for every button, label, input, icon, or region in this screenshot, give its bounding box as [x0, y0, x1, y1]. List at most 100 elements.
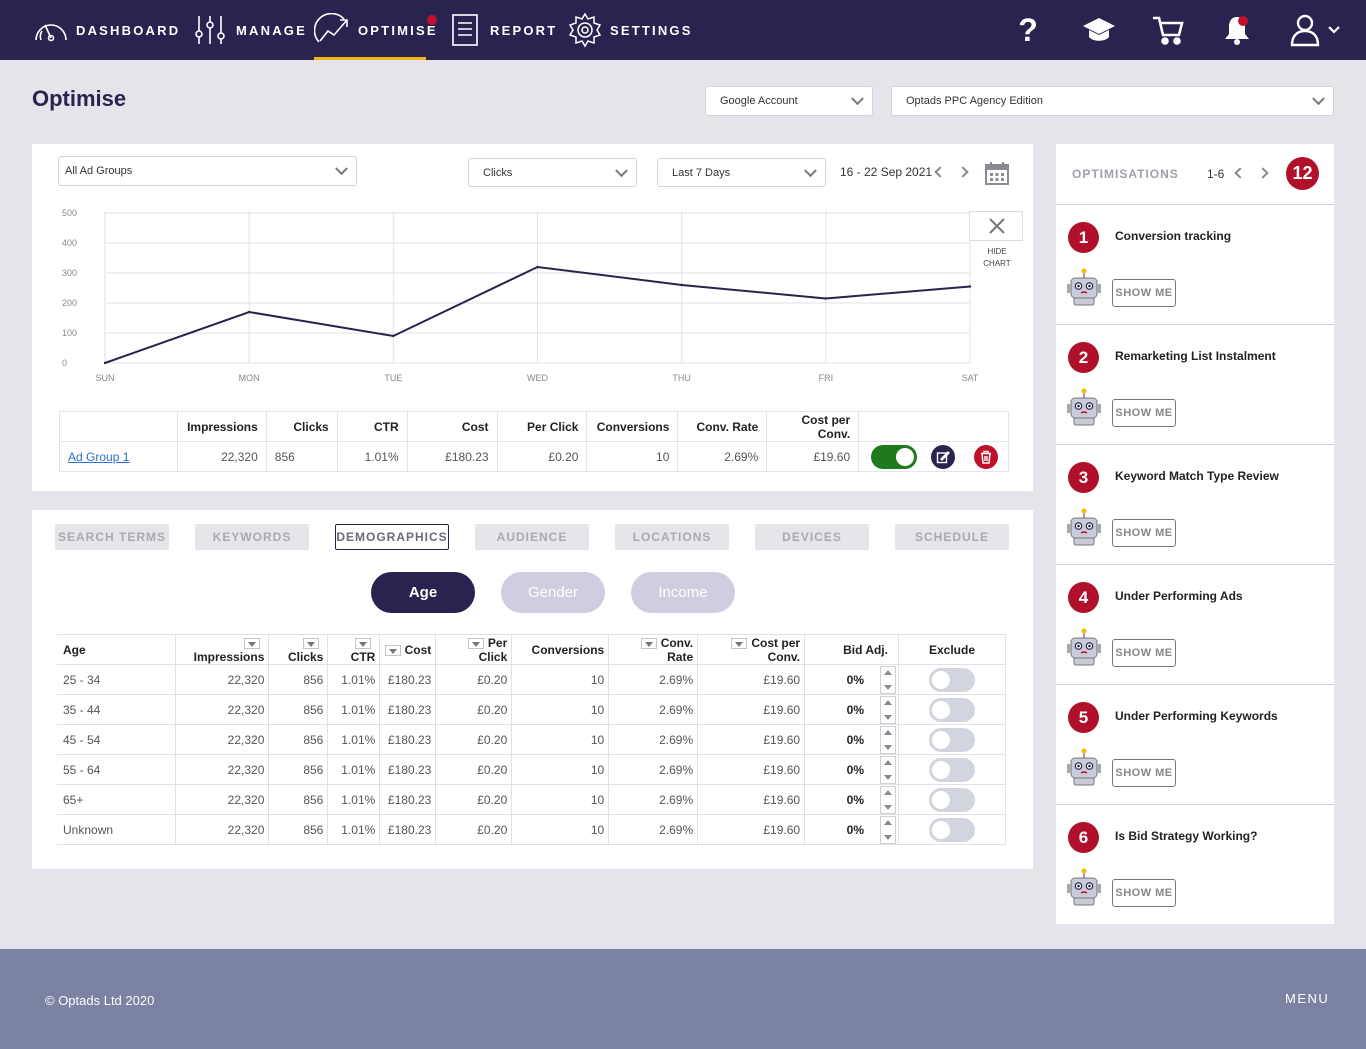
bid-stepper[interactable] [879, 666, 896, 694]
page-title: Optimise [32, 86, 127, 111]
user-menu[interactable] [1285, 0, 1345, 60]
filter-dropdown-icon[interactable] [731, 637, 748, 649]
bid-stepper[interactable] [879, 756, 896, 784]
period-select[interactable]: Last 7 Days [657, 158, 826, 187]
top-nav: DASHBOARD MANAGE OPTIMISE REPORT SETTING… [0, 0, 1366, 60]
edit-button[interactable] [930, 444, 955, 469]
chevron-down-icon [335, 162, 348, 176]
exclude-toggle[interactable] [928, 757, 975, 782]
tab-keywords[interactable]: KEYWORDS [195, 524, 309, 550]
table-row: Unknown 22,320 856 1.01% £180.23 £0.20 10 2.69%… [57, 814, 1007, 845]
data-point [392, 334, 395, 338]
bid-stepper[interactable] [879, 816, 896, 844]
metric-select[interactable]: Clicks [468, 158, 637, 187]
filter-dropdown-icon[interactable] [467, 637, 484, 649]
show-me-button[interactable]: SHOW ME [1112, 639, 1176, 667]
cart-icon [1153, 16, 1184, 45]
notifications-button[interactable] [1218, 0, 1256, 60]
bid-stepper[interactable] [879, 786, 896, 814]
bid-adjustment[interactable]: 0% [804, 724, 899, 755]
tab-schedule[interactable]: SCHEDULE [895, 524, 1009, 550]
robot-icon [1067, 388, 1101, 426]
optimisation-title: Under Performing Ads [1115, 589, 1243, 603]
nav-dashboard[interactable]: DASHBOARD [32, 0, 180, 60]
bid-adjustment[interactable]: 0% [804, 814, 899, 845]
bid-adjustment[interactable]: 0% [804, 664, 899, 695]
data-point [680, 283, 683, 287]
bid-adjustment[interactable]: 0% [804, 784, 899, 815]
optimisation-number: 5 [1068, 702, 1099, 733]
filter-dropdown-icon[interactable] [355, 637, 372, 649]
notification-dot [1238, 16, 1248, 26]
subtab-gender[interactable]: Gender [501, 572, 605, 613]
bid-adjustment[interactable]: 0% [804, 754, 899, 785]
filter-dropdown-icon[interactable] [640, 637, 657, 649]
summary-table: Impressions Clicks CTR Cost Per Click Co… [59, 411, 1009, 472]
optimisation-title: Remarketing List Instalment [1115, 349, 1276, 363]
demographics-table: Age Impressions Clicks CTR Cost Per Clic… [57, 634, 1007, 845]
table-row: Ad Group 1 22,320 856 1.01% £180.23 £0.2… [59, 441, 1009, 472]
bid-stepper[interactable] [879, 696, 896, 724]
gauge-icon [32, 12, 70, 48]
ad-group-select[interactable]: All Ad Groups [58, 156, 357, 186]
subtab-income[interactable]: Income [631, 572, 735, 613]
optimisation-title: Conversion tracking [1115, 229, 1232, 243]
user-icon [1290, 14, 1320, 47]
x-tick-label: MON [239, 373, 260, 383]
show-me-button[interactable]: SHOW ME [1112, 399, 1176, 427]
optimisation-title: Keyword Match Type Review [1115, 469, 1279, 483]
optimisations-count-badge: 12 [1286, 157, 1319, 190]
exclude-cell [898, 784, 1007, 815]
x-tick-label: FRI [819, 373, 834, 383]
filter-dropdown-icon[interactable] [244, 637, 261, 649]
tab-demographics[interactable]: DEMOGRAPHICS [335, 524, 449, 550]
y-tick-label: 0 [62, 358, 67, 368]
cart-button[interactable] [1148, 0, 1188, 60]
optimisation-item: 2 Remarketing List Instalment SHOW ME [1056, 324, 1334, 444]
exclude-toggle[interactable] [928, 727, 975, 752]
tab-devices[interactable]: DEVICES [755, 524, 869, 550]
show-me-button[interactable]: SHOW ME [1112, 879, 1176, 907]
row-actions [858, 441, 1009, 472]
exclude-toggle[interactable] [928, 697, 975, 722]
exclude-toggle[interactable] [928, 667, 975, 692]
learning-button[interactable] [1078, 0, 1120, 60]
tab-search-terms[interactable]: SEARCH TERMS [55, 524, 169, 550]
document-icon [446, 12, 484, 48]
optimisation-item: 1 Conversion tracking SHOW ME [1056, 204, 1334, 324]
show-me-button[interactable]: SHOW ME [1112, 759, 1176, 787]
y-tick-label: 400 [62, 238, 77, 248]
nav-optimise[interactable]: OPTIMISE [314, 0, 436, 60]
delete-button[interactable] [973, 444, 998, 469]
show-me-button[interactable]: SHOW ME [1112, 519, 1176, 547]
edit-icon [936, 450, 950, 463]
copyright: © Optads Ltd 2020 [45, 993, 155, 1008]
filter-dropdown-icon[interactable] [384, 644, 401, 656]
x-tick-label: TUE [384, 373, 402, 383]
account-select[interactable]: Google Account [705, 86, 873, 116]
ad-group-link[interactable]: Ad Group 1 [59, 441, 178, 472]
footer-menu-link[interactable]: MENU [1285, 991, 1330, 1006]
edition-select[interactable]: Optads PPC Agency Edition [891, 86, 1334, 116]
exclude-cell [898, 724, 1007, 755]
bid-adjustment[interactable]: 0% [804, 694, 899, 725]
tab-locations[interactable]: LOCATIONS [615, 524, 729, 550]
exclude-toggle[interactable] [928, 817, 975, 842]
show-me-button[interactable]: SHOW ME [1112, 279, 1176, 307]
nav-manage[interactable]: MANAGE [192, 0, 307, 60]
robot-icon [1067, 268, 1101, 306]
bid-stepper[interactable] [879, 726, 896, 754]
filter-dropdown-icon[interactable] [303, 637, 320, 649]
help-button[interactable]: ? [1010, 0, 1046, 60]
exclude-toggle[interactable] [928, 787, 975, 812]
hide-chart-button[interactable] [969, 211, 1023, 241]
nav-settings[interactable]: SETTINGS [566, 0, 693, 60]
table-row: 35 - 44 22,320 856 1.01% £180.23 £0.20 10 2.69%… [57, 694, 1007, 725]
nav-report[interactable]: REPORT [446, 0, 557, 60]
ad-group-toggle[interactable] [871, 444, 918, 469]
calendar-icon[interactable] [984, 160, 1010, 186]
chevron-down-icon [851, 92, 864, 106]
subtab-age[interactable]: Age [371, 572, 475, 613]
tab-audience[interactable]: AUDIENCE [475, 524, 589, 550]
hide-chart-label: HIDE CHART [983, 247, 1011, 268]
